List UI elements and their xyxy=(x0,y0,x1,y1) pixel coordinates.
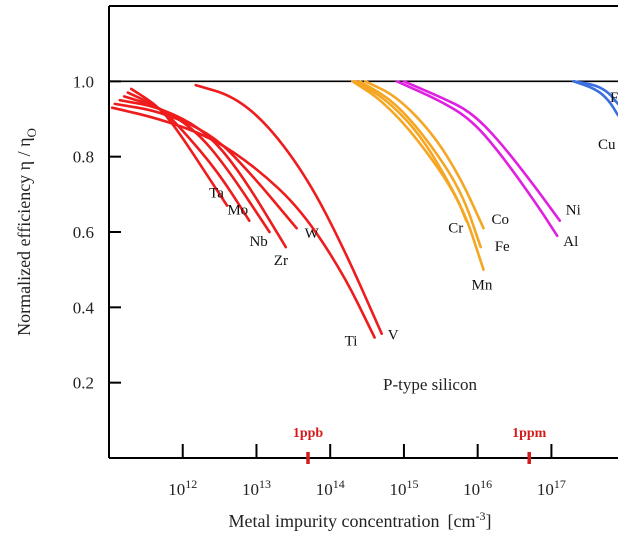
x-axis-title-text: Metal impurity concentration xyxy=(229,511,440,531)
x-tick-label: 1012 xyxy=(168,477,197,499)
series-label-fe: Fe xyxy=(495,239,510,255)
series-line-al xyxy=(395,80,559,238)
concentration-marker-label: 1ppb xyxy=(293,426,324,441)
y-tick-label: 0.8 xyxy=(73,148,94,167)
x-tick-base: 10 xyxy=(537,480,554,499)
y-tick-label: 0.6 xyxy=(73,223,94,242)
y-tick-label: 0.2 xyxy=(73,374,94,393)
x-axis-unit-close: ] xyxy=(485,511,491,531)
series-label-co: Co xyxy=(492,212,510,228)
annotation-text: P-type silicon xyxy=(383,375,477,394)
series-label-mo: Mo xyxy=(227,203,248,219)
series-label-f: F xyxy=(610,90,618,106)
x-tick-exponent: 17 xyxy=(554,477,566,491)
series-label-w: W xyxy=(305,226,320,242)
x-axis-unit-exponent: -3 xyxy=(475,509,485,523)
series-line-fe xyxy=(358,80,482,249)
series-label-al: Al xyxy=(563,234,578,250)
y-tick-label: 1.0 xyxy=(73,72,94,91)
x-tick-label: 1015 xyxy=(389,477,418,499)
series-label-cu: Cu xyxy=(598,137,616,153)
x-tick-label: 1017 xyxy=(537,477,566,499)
series-label-nb: Nb xyxy=(249,234,267,250)
concentration-marker-label: 1ppm xyxy=(512,426,547,441)
series-label-ni: Ni xyxy=(566,203,581,219)
series-label-v: V xyxy=(388,328,399,344)
series-line-co xyxy=(364,80,485,230)
series-line-ti xyxy=(110,106,376,339)
y-axis-title: Normalized efficiency η / ηO xyxy=(14,128,39,336)
x-axis-unit: [cm xyxy=(447,511,475,531)
x-tick-exponent: 13 xyxy=(259,477,271,491)
series-line-v xyxy=(194,83,383,335)
x-tick-base: 10 xyxy=(316,480,333,499)
x-tick-exponent: 15 xyxy=(406,477,418,491)
x-tick-exponent: 16 xyxy=(480,477,492,491)
series-line-ni xyxy=(402,80,562,222)
series-layer xyxy=(110,80,618,339)
series-line-mn xyxy=(351,80,485,271)
x-tick-label: 1014 xyxy=(316,477,345,499)
x-tick-base: 10 xyxy=(463,480,480,499)
series-line-mo xyxy=(126,91,251,222)
x-tick-base: 10 xyxy=(389,480,406,499)
series-label-ta: Ta xyxy=(209,186,224,202)
y-axis-title-subscript: O xyxy=(24,128,39,137)
x-tick-base: 10 xyxy=(242,480,259,499)
x-tick-exponent: 12 xyxy=(185,477,197,491)
series-line-f xyxy=(572,80,618,106)
x-tick-exponent: 14 xyxy=(333,477,345,491)
series-label-ti: Ti xyxy=(345,333,358,349)
series-line-w xyxy=(113,102,298,230)
x-tick-label: 1016 xyxy=(463,477,492,499)
series-line-zr xyxy=(118,98,288,249)
y-tick-label: 0.4 xyxy=(73,298,95,317)
x-tick-base: 10 xyxy=(168,480,185,499)
series-label-cr: Cr xyxy=(448,221,463,237)
y-axis-title-text: Normalized efficiency η / η xyxy=(14,137,34,335)
x-tick-label: 1013 xyxy=(242,477,271,499)
series-label-mn: Mn xyxy=(472,278,493,294)
x-axis-title: Metal impurity concentration [cm-3] xyxy=(229,509,492,531)
series-label-zr: Zr xyxy=(274,253,288,269)
